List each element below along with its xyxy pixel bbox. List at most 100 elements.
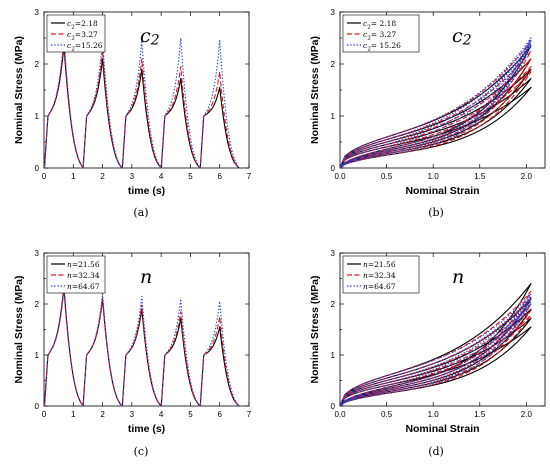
legend-label-1-symbol: c: [67, 30, 72, 39]
x-tick-label: 1.5: [474, 410, 486, 419]
legend-label-0-symbol: c: [67, 19, 72, 28]
x-tick-label: 2.0: [521, 172, 533, 181]
plot-title: n: [452, 266, 464, 288]
legend-label-2-value: =64.67: [72, 282, 100, 291]
y-tick-label: 2: [331, 60, 336, 69]
plot-title: n: [140, 266, 152, 288]
legend-label-1-subscript: 2: [367, 36, 371, 42]
legend-label-0-value: = 2.18: [371, 19, 397, 28]
series-line-2: [44, 37, 240, 168]
legend-label-2-subscript: 2: [367, 47, 371, 53]
legend-label-2-symbol: c: [363, 41, 368, 50]
legend: n=21.56n=32.34n=64.67: [342, 255, 420, 294]
y-tick-label: 1: [35, 351, 40, 360]
legend-label-0: c2= 2.18: [363, 19, 396, 31]
legend-label-1: n=32.34: [67, 271, 100, 280]
x-axis-title: time (s): [128, 423, 165, 435]
legend: n=21.56n=32.34n=64.67: [46, 255, 106, 294]
y-tick-label: 0: [35, 164, 40, 173]
series-line-1: [340, 71, 532, 168]
y-tick-label: 2: [35, 300, 40, 309]
chart-c: 0 1 2 3 0 1 2 3 4 5 6 7 time (s) Nominal Stress (MPa)…: [13, 249, 252, 458]
legend-label-1: c2= 3.27: [363, 30, 396, 42]
x-tick-label: 6: [217, 172, 222, 181]
x-tick-label: 4: [159, 410, 164, 419]
y-tick-label: 2: [35, 60, 40, 69]
y-tick-label: 0: [331, 164, 336, 173]
series-line-2: [340, 42, 532, 168]
series-line-1: [340, 303, 532, 406]
legend-label-1-value: =32.34: [72, 271, 100, 280]
series-group: [44, 285, 240, 406]
y-tick-label: 1: [331, 351, 336, 360]
y-tick-label: 3: [35, 249, 40, 258]
legend-label-1-value: =3.27: [75, 30, 98, 39]
legend-label-2-subscript: 2: [71, 47, 75, 53]
x-tick-label: 1: [71, 172, 76, 181]
y-tick-label: 2: [331, 300, 336, 309]
series-line-2: [340, 45, 532, 168]
series-line-1: [340, 309, 532, 406]
x-tick-label: 2: [100, 172, 105, 181]
y-axis-title: Nominal Stress (MPa): [309, 276, 321, 384]
plot-title-symbol: n: [452, 266, 464, 288]
x-tick-label: 3: [130, 172, 135, 181]
legend-label-1: n=32.34: [363, 271, 396, 280]
y-axis-title: Nominal Stress (MPa): [309, 36, 321, 144]
x-tick-label: 3: [130, 410, 135, 419]
legend-label-1-symbol: n: [363, 271, 368, 280]
legend-label-2-symbol: n: [67, 282, 72, 291]
panel-caption: (d): [428, 445, 444, 458]
x-tick-label: 4: [159, 172, 164, 181]
chart-a: 0 1 2 3 0 1 2 3 4 5 6 7 time (s) Nominal Stress (MPa)…: [13, 8, 252, 219]
plot-title-symbol: n: [140, 266, 152, 288]
series-line-1: [340, 297, 532, 406]
x-tick-label: 0.0: [334, 410, 346, 419]
legend-label-0-value: =21.56: [368, 260, 396, 269]
x-axis-title: Nominal Strain: [405, 423, 479, 435]
legend-label-0-value: =2.18: [75, 19, 98, 28]
x-tick-label: 0.5: [381, 172, 393, 181]
series-line-2: [340, 37, 532, 168]
series-line-1: [44, 40, 240, 168]
series-group: [340, 283, 532, 406]
y-tick-label: 3: [331, 8, 336, 17]
panel-caption: (b): [428, 206, 444, 219]
legend-label-1-symbol: n: [67, 271, 72, 280]
legend-label-2-value: = 15.26: [371, 41, 401, 50]
legend-label-2: c2= 15.26: [363, 41, 401, 53]
y-tick-label: 3: [331, 249, 336, 258]
legend-label-2-value: =15.26: [75, 41, 103, 50]
x-tick-label: 1.5: [474, 172, 486, 181]
series-line-0: [44, 285, 240, 406]
panel-caption: (a): [133, 206, 148, 219]
y-tick-label: 0: [331, 402, 336, 411]
x-tick-label: 5: [188, 172, 193, 181]
legend-box: [46, 14, 106, 53]
legend-label-0-symbol: n: [67, 260, 72, 269]
series-line-2: [340, 40, 532, 168]
legend-label-1-symbol: c: [363, 30, 368, 39]
series-group: [44, 37, 240, 168]
y-tick-label: 0: [35, 402, 40, 411]
x-tick-label: 0.5: [381, 410, 393, 419]
plot-title: c2: [452, 25, 472, 49]
x-tick-label: 2.0: [521, 410, 533, 419]
plot-title-symbol: c: [452, 25, 463, 47]
series-line-2: [44, 288, 240, 406]
legend-label-2-symbol: c: [67, 41, 72, 50]
legend-label-0-subscript: 2: [367, 25, 371, 31]
x-tick-label: 0.0: [334, 172, 346, 181]
chart-d: 0 1 2 3 0.0 0.5 1.0 1.5 2.0 Nominal Strain Nominal…: [309, 249, 546, 458]
panel-caption: (c): [134, 445, 149, 458]
x-tick-label: 1.0: [428, 172, 440, 181]
plot-title-subscript: 2: [462, 33, 472, 49]
legend-label-2-symbol: n: [363, 282, 368, 291]
x-tick-label: 5: [188, 410, 193, 419]
series-line-2: [340, 295, 532, 406]
series-line-1: [340, 58, 532, 168]
x-tick-label: 7: [247, 172, 252, 181]
legend-label-2: n=64.67: [67, 282, 100, 291]
